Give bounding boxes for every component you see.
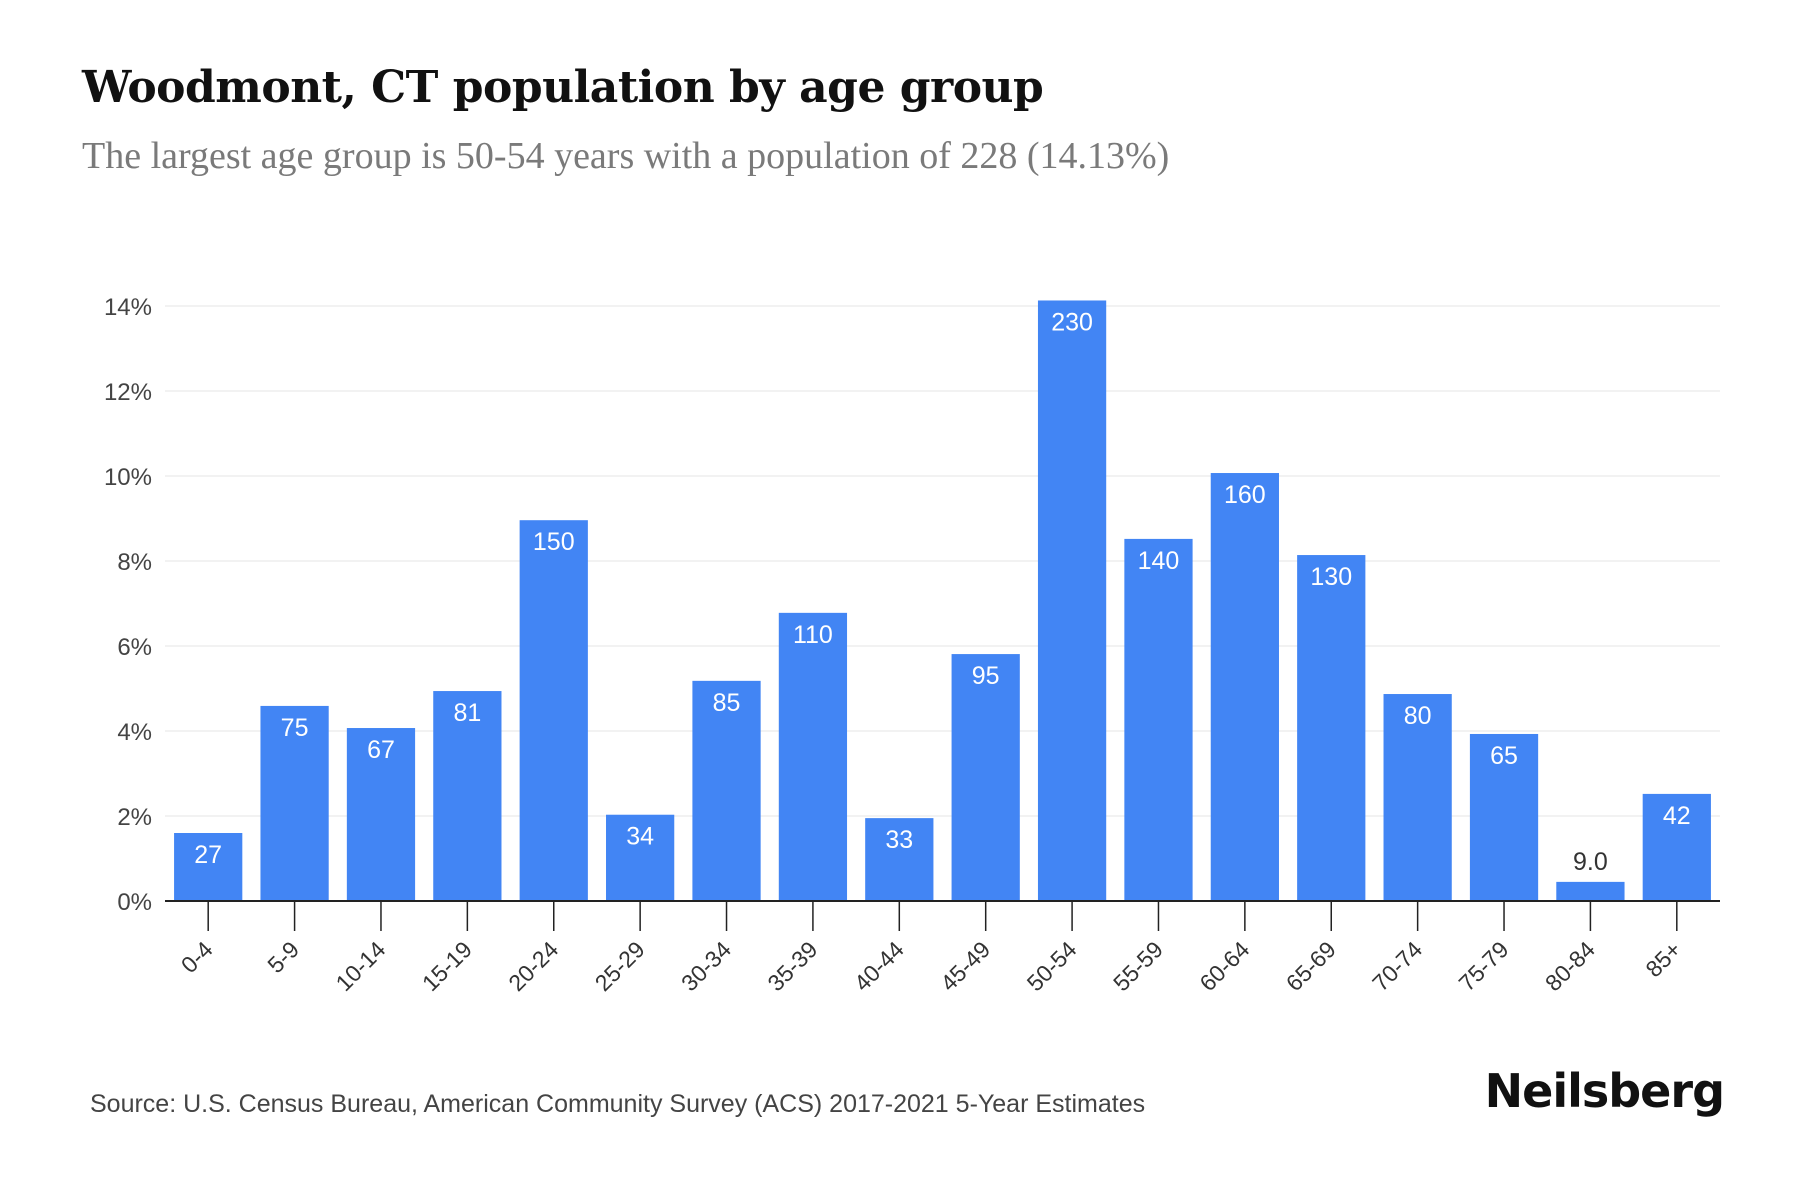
data-labels: 27 75 67 81 150 34 85 110 33 95 230 140 160 130 80 65 9.…	[194, 308, 1690, 875]
bar	[1642, 793, 1711, 901]
brand-logo: Neilsberg	[1484, 1064, 1725, 1118]
bar	[1556, 881, 1625, 901]
data-label: 67	[367, 736, 395, 764]
data-label: 9.0	[1573, 848, 1608, 876]
data-label: 65	[1490, 742, 1518, 770]
x-tick-label: 75-79	[1454, 936, 1514, 996]
data-label: 85	[713, 689, 741, 717]
x-tick-label: 65-69	[1281, 936, 1341, 996]
chart-subtitle: The largest age group is 50-54 years wit…	[82, 135, 1170, 177]
gridlines	[165, 305, 1720, 817]
x-tick-label: 35-39	[762, 936, 822, 996]
bar	[174, 833, 243, 901]
bar	[865, 818, 934, 901]
x-tick-label: 30-34	[676, 936, 736, 996]
x-tick-label: 15-19	[417, 936, 477, 996]
data-label: 75	[281, 714, 309, 742]
x-tick-label: 20-24	[503, 936, 563, 996]
x-tick-label: 45-49	[935, 936, 995, 996]
y-axis-tick-labels: 0% 2% 4% 6% 8% 10% 12% 14%	[104, 294, 152, 916]
y-tick-label: 12%	[104, 379, 152, 406]
x-tick-label: 60-64	[1194, 936, 1254, 996]
source-note: Source: U.S. Census Bureau, American Com…	[90, 1090, 1146, 1118]
data-label: 95	[972, 662, 1000, 690]
data-label: 140	[1138, 547, 1180, 575]
x-tick-label: 85+	[1640, 936, 1686, 982]
x-tick-label: 25-29	[590, 936, 650, 996]
y-tick-label: 8%	[117, 549, 152, 576]
bar	[1297, 555, 1366, 901]
x-tick-label: 55-59	[1108, 936, 1168, 996]
y-tick-label: 4%	[117, 719, 152, 746]
data-label: 110	[793, 621, 833, 649]
y-tick-label: 14%	[104, 294, 152, 321]
bar	[1210, 473, 1279, 901]
data-label: 42	[1663, 802, 1691, 830]
x-axis-tick-labels: 0-4 5-9 10-14 15-19 20-24 25-29 30-34 35-39 40-4…	[176, 936, 1687, 996]
bar	[951, 654, 1020, 901]
x-axis	[165, 900, 1720, 931]
data-label: 230	[1051, 308, 1093, 336]
bar	[519, 520, 588, 901]
y-tick-label: 0%	[117, 889, 152, 916]
data-label: 160	[1224, 481, 1266, 509]
bar	[260, 705, 329, 901]
data-label: 130	[1310, 563, 1352, 591]
data-label: 34	[626, 823, 654, 851]
bar	[433, 691, 502, 901]
x-tick-label: 50-54	[1022, 936, 1082, 996]
data-label: 81	[453, 699, 481, 727]
data-label: 33	[885, 826, 913, 854]
x-tick-label: 40-44	[849, 936, 909, 996]
bar	[692, 680, 761, 901]
bar	[1037, 300, 1107, 902]
data-label: 27	[194, 841, 222, 869]
chart-title: Woodmont, CT population by age group	[82, 62, 1044, 113]
x-tick-label: 80-84	[1540, 936, 1600, 996]
y-tick-label: 10%	[104, 464, 152, 491]
bars	[174, 300, 1711, 902]
data-label: 150	[533, 528, 575, 556]
bar	[606, 814, 675, 901]
x-tick-label: 0-4	[176, 936, 218, 978]
bar-chart: 0% 2% 4% 6% 8% 10% 12% 14% 27 75 67 81 150 34 85 110 33…	[104, 294, 1720, 996]
data-label: 80	[1404, 702, 1432, 730]
x-tick-label: 70-74	[1367, 936, 1427, 996]
y-tick-label: 2%	[117, 804, 152, 831]
bar	[778, 612, 848, 901]
bar	[1469, 733, 1539, 901]
x-tick-label: 5-9	[262, 936, 304, 978]
bar	[1124, 538, 1193, 901]
y-tick-label: 6%	[117, 634, 152, 661]
bar	[346, 728, 416, 901]
x-tick-label: 10-14	[331, 936, 391, 996]
bar	[1383, 694, 1452, 901]
